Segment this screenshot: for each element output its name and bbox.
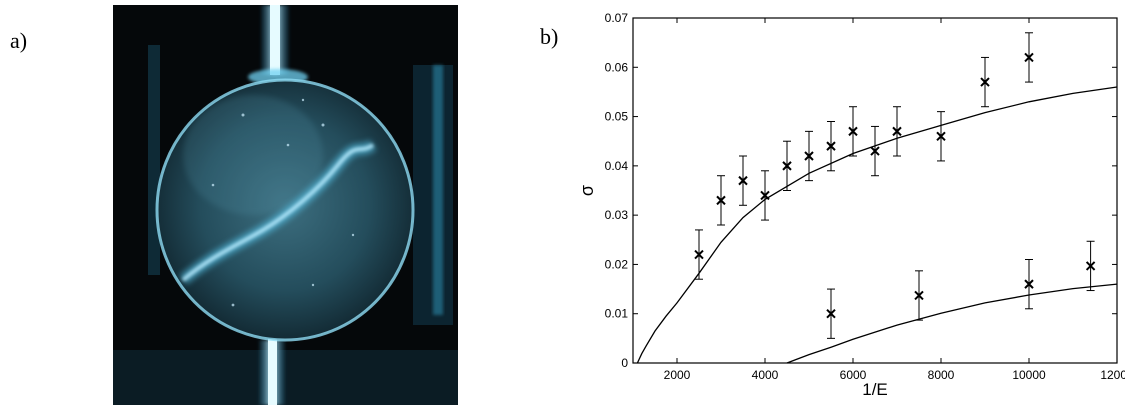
y-tick-label: 0.03 — [605, 208, 629, 222]
data-point-marker — [760, 190, 770, 201]
series-1 — [636, 32, 1118, 364]
data-point-marker — [694, 249, 704, 260]
data-point-marker — [914, 290, 924, 301]
data-point-marker — [716, 195, 726, 206]
x-tick-label: 10000 — [1012, 368, 1046, 382]
fit-curve — [636, 86, 1118, 364]
panel-label-a: a) — [10, 28, 28, 53]
data-point-marker — [1085, 261, 1096, 271]
x-axis-label: 1/E — [862, 380, 888, 399]
data-point-marker — [870, 146, 880, 156]
y-tick-label: 0.01 — [605, 307, 629, 321]
data-point-marker — [1024, 52, 1034, 63]
data-point-marker — [936, 131, 946, 141]
series-2 — [786, 240, 1118, 364]
y-tick-label: 0.06 — [605, 60, 629, 74]
y-tick-label: 0.02 — [605, 257, 629, 271]
data-point-marker — [826, 141, 836, 151]
x-tick-label: 2000 — [664, 368, 691, 382]
data-point-marker — [738, 175, 748, 186]
fit-curve — [786, 283, 1118, 364]
plot-frame — [632, 17, 1118, 364]
y-tick-label: 0.07 — [605, 11, 629, 25]
x-tick-label: 8000 — [928, 368, 955, 382]
y-axis-label: σ — [580, 185, 597, 196]
data-point-marker — [1024, 279, 1034, 289]
x-tick-label: 6000 — [840, 368, 867, 382]
data-point-marker — [782, 161, 792, 171]
data-point-marker — [804, 151, 814, 161]
left-frame — [148, 45, 160, 275]
data-point-marker — [848, 126, 858, 137]
data-point-marker — [892, 126, 902, 137]
data-point-marker — [980, 77, 990, 87]
panel-label-b: b) — [540, 24, 559, 49]
experiment-photo — [113, 5, 458, 405]
x-tick-label: 4000 — [752, 368, 779, 382]
y-tick-label: 0.04 — [605, 159, 629, 173]
y-tick-label: 0 — [621, 356, 628, 370]
data-point-marker — [826, 309, 836, 319]
y-tick-label: 0.05 — [605, 110, 629, 124]
